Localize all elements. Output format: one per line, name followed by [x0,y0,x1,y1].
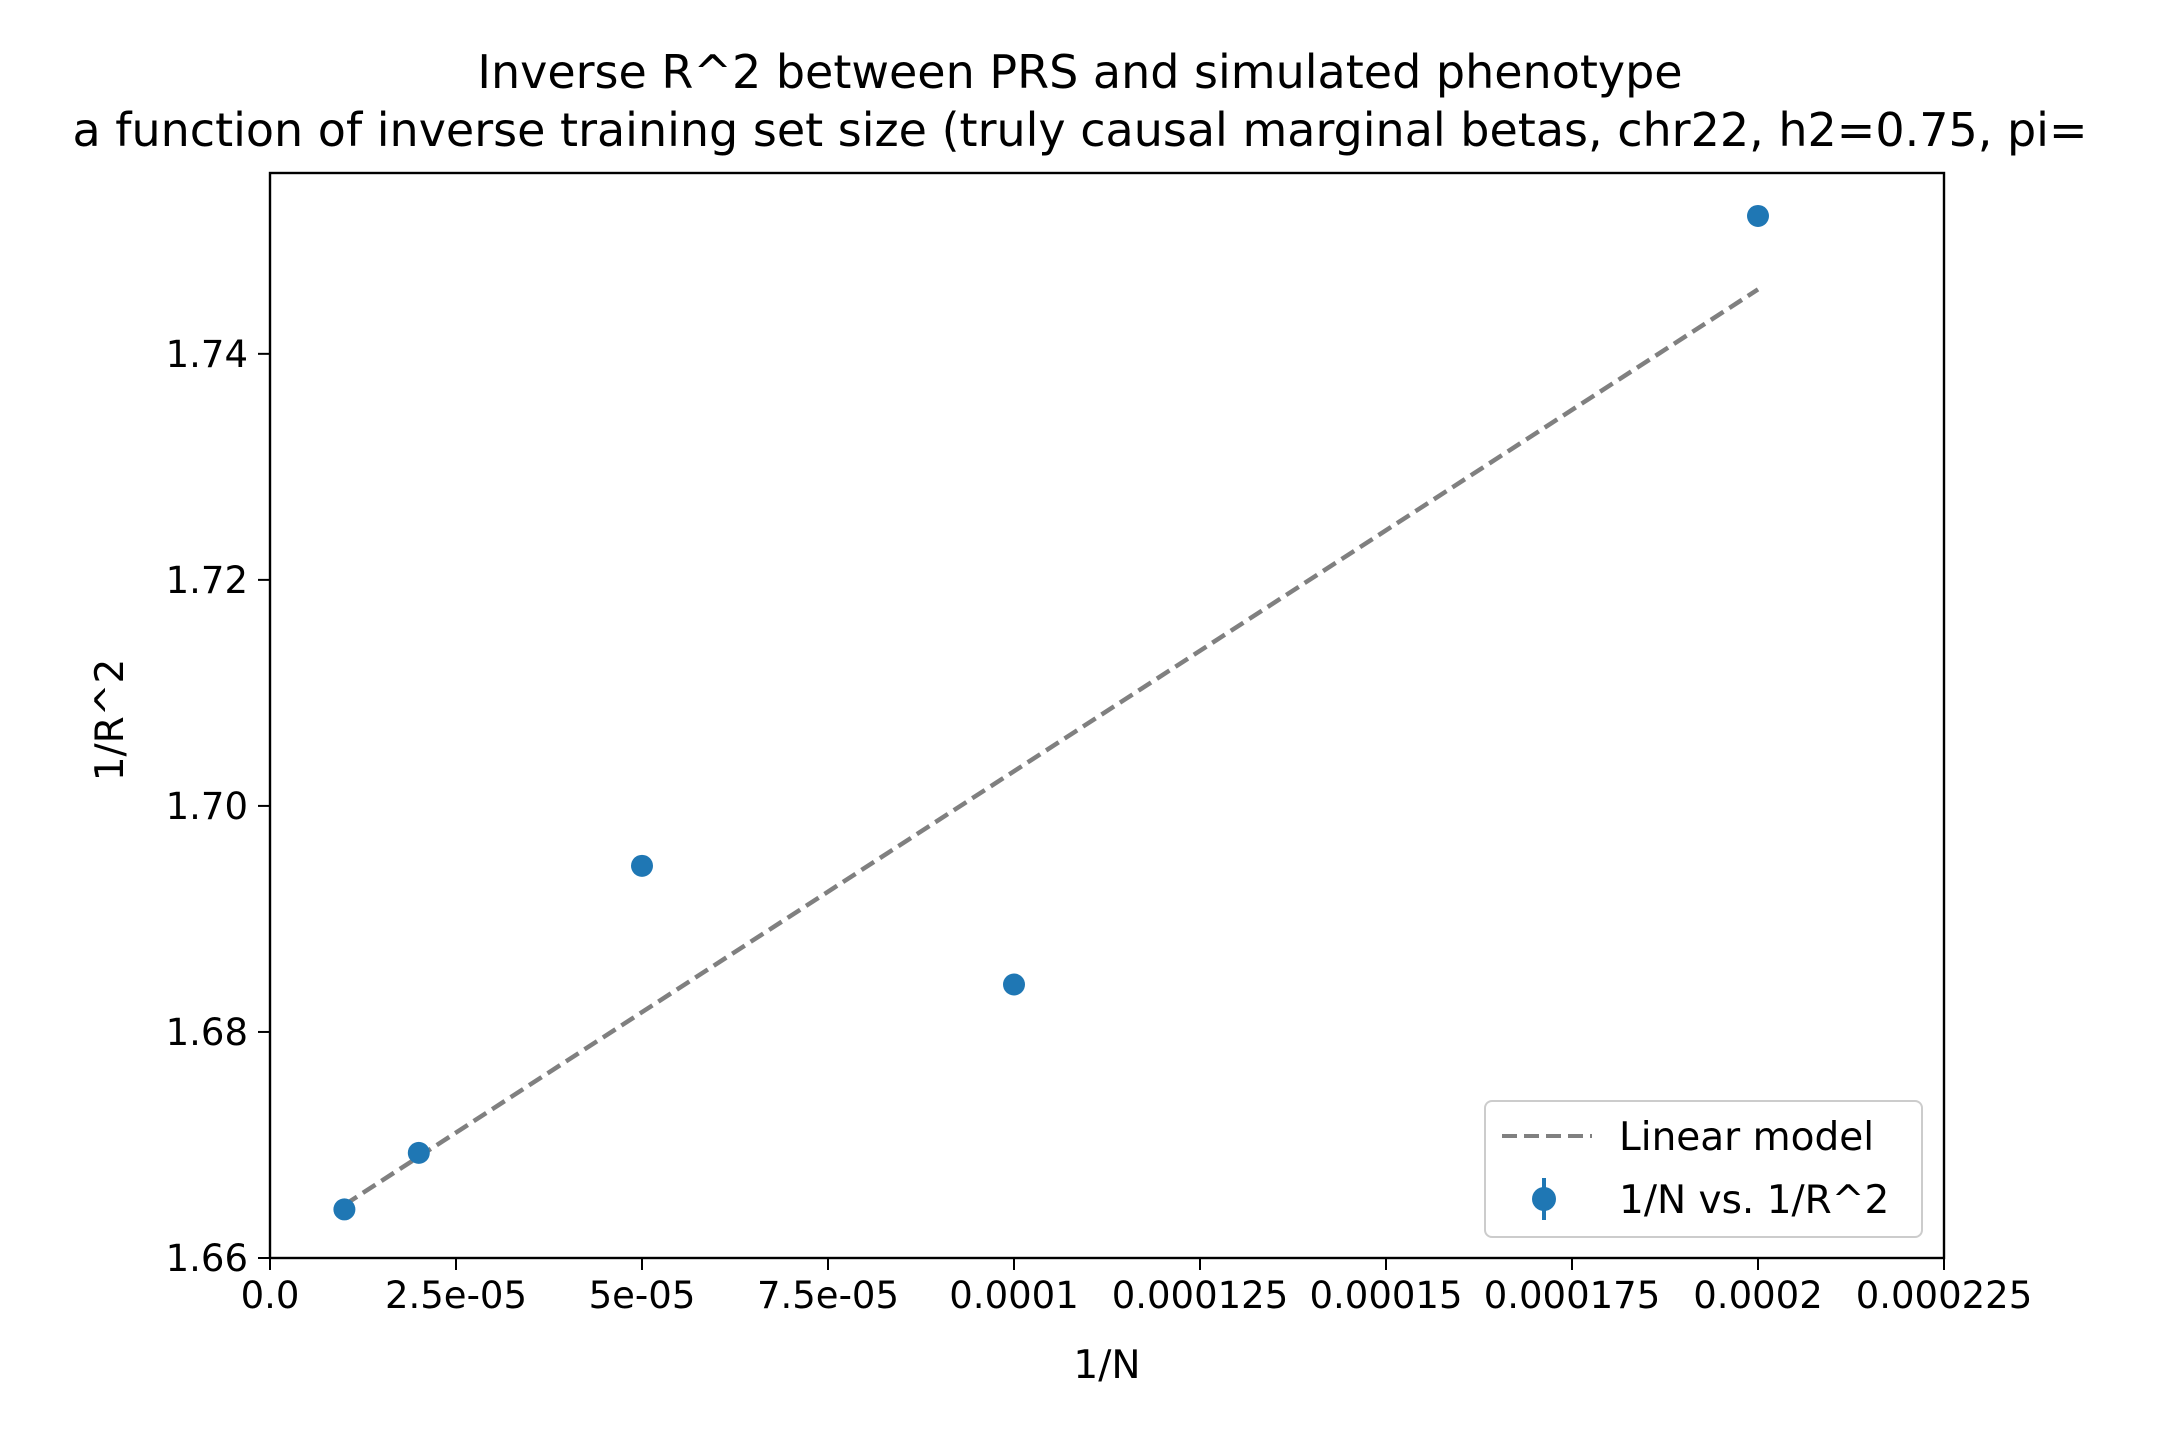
y-tick-label: 1.74 [166,333,248,376]
x-tick-label: 0.000225 [1856,1274,2033,1317]
x-axis-label: 1/N [1073,1343,1140,1388]
legend: Linear model 1/N vs. 1/R^2 [1484,1100,1923,1238]
x-tick-label: 0.0002 [1693,1274,1822,1317]
x-tick-label: 0.00015 [1309,1274,1462,1317]
x-axis-ticks: 0.0 2.5e-05 5e-05 7.5e-05 0.0001 0.000125 0.00… [241,1258,2033,1317]
axes-frame [268,171,1946,1260]
x-tick-label: 0.0 [241,1274,300,1317]
y-tick-label: 1.68 [166,1011,248,1054]
legend-label-linear-model: Linear model [1619,1115,1874,1160]
y-tick-label: 1.72 [166,559,248,602]
y-axis-ticks: 1.66 1.68 1.70 1.72 1.74 [166,333,270,1280]
legend-label-scatter: 1/N vs. 1/R^2 [1619,1178,1889,1223]
data-point [333,1198,356,1221]
x-tick-label: 0.000175 [1484,1274,1661,1317]
plot-area [333,204,1769,1221]
y-axis-label: 1/R^2 [88,659,133,782]
x-tick-label: 0.0001 [949,1274,1078,1317]
data-point [1003,973,1025,996]
x-tick-label: 5e-05 [589,1274,696,1317]
data-point [407,1141,430,1164]
y-tick-label: 1.70 [166,785,248,828]
y-tick-label: 1.66 [166,1237,248,1280]
x-tick-label: 0.000125 [1112,1274,1289,1317]
linear-model-line [343,287,1760,1207]
x-tick-label: 2.5e-05 [385,1274,527,1317]
legend-swatch-scatter [1532,1187,1556,1211]
data-point [631,854,653,877]
data-point [1747,204,1769,227]
x-tick-label: 7.5e-05 [757,1274,899,1317]
legend-box [1484,1100,1923,1238]
chart-title: Inverse R^2 between PRS and simulated ph… [477,45,1682,99]
chart-subtitle: a function of inverse training set size … [72,103,2087,157]
